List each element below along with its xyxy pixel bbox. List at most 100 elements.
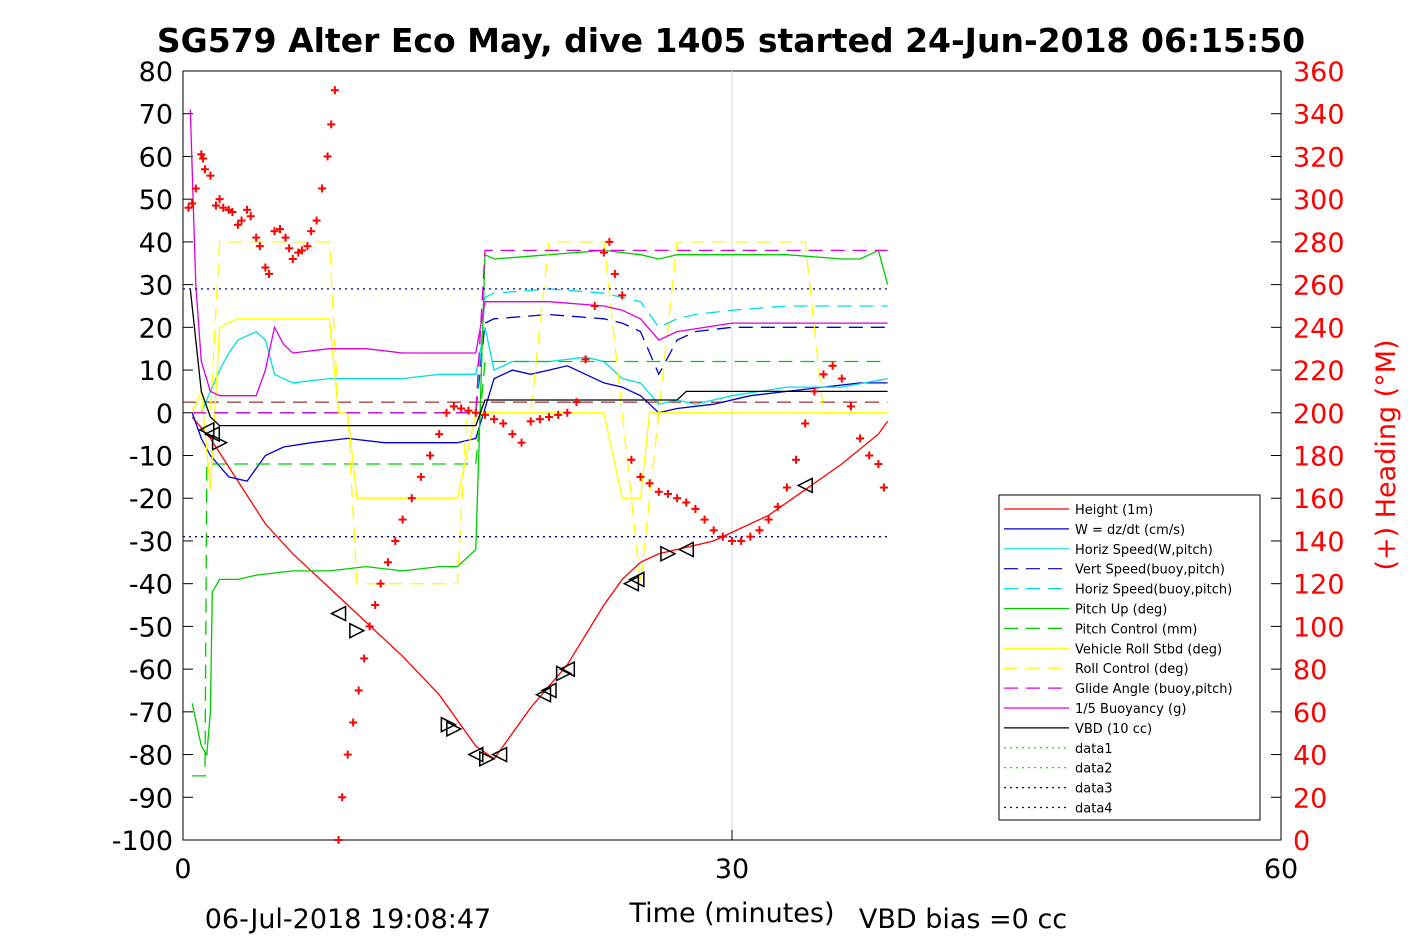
triangle-marker [555,665,573,682]
triangle-marker [628,571,645,588]
heading-point [191,184,200,193]
y-tick-label: -20 [129,484,173,515]
heading-point [709,526,718,535]
y-tick-label: 0 [156,399,173,430]
y-tick-label: -70 [129,698,173,729]
y-tick-label: 60 [139,142,173,173]
heading-point [535,415,544,424]
heading-point [199,154,208,163]
heading-point [526,417,535,426]
heading-point [426,451,435,460]
y-tick-label: 10 [139,356,173,387]
heading-point [270,227,279,236]
y2-tick-label: 100 [1293,612,1345,643]
triangle-marker [479,750,496,768]
y-tick-label: 20 [139,313,173,344]
y-tick-label: 80 [139,57,173,88]
heading-point [545,413,553,422]
heading-point [233,220,242,229]
triangle-marker [467,746,484,763]
y2-tick-label: 180 [1293,442,1345,473]
x-axis-label: Time (minutes) [628,898,834,929]
heading-point [197,150,206,159]
heading-point [728,536,736,545]
y-tick-label: -10 [129,442,173,473]
y-tick-label: -40 [129,570,173,601]
triangle-marker [558,660,576,678]
y2-tick-label: 160 [1293,484,1345,515]
heading-point [334,836,343,844]
triangle-marker [660,545,677,562]
heading-point [330,86,339,95]
heading-point [810,387,819,396]
y2-tick-label: 240 [1293,313,1345,344]
heading-point [383,558,392,567]
heading-point [673,494,682,503]
x-tick-label: 0 [174,854,191,885]
heading-point [471,408,480,417]
legend-label: W = dz/dt (cm/s) [1075,523,1185,538]
heading-point [605,237,614,246]
heading-point [837,374,846,383]
triangle-marker [677,541,694,558]
y-tick-label: -60 [129,655,173,686]
heading-point [682,498,691,507]
y2-tick-label: 120 [1293,570,1345,601]
legend-label: Vert Speed(buoy,pitch) [1075,563,1225,578]
series-line-horiz-speed-buoy-pitch [192,288,888,414]
legend-label: data3 [1075,782,1113,797]
heading-point [318,184,327,193]
heading-point [303,242,312,251]
heading-point [307,227,316,236]
heading-point [365,622,374,631]
heading-point [718,532,727,541]
heading-point [874,460,883,469]
heading-point [442,408,451,417]
heading-point [243,205,252,214]
triangle-marker [796,477,813,494]
series-line-vbd-10-cc [189,288,888,427]
legend-label: data1 [1075,742,1113,757]
timestamp-footer: 06-Jul-2018 19:08:47 [205,904,491,935]
series-line-glide-angle-buoy-pitch [192,249,888,414]
heading-point [206,171,215,180]
plot-area: 0 30 6080706050403020100-10-20-30-40-50-60… [112,57,1345,885]
heading-point [590,301,599,310]
heading-point [691,504,700,513]
series-line-horiz-speed-w-pitch [192,327,888,414]
heading-point [281,233,290,242]
series-line-w-dz-dt-cm-s [191,365,888,482]
heading-point [457,404,466,413]
series-line-height-1m [191,416,889,760]
y-tick-label: 40 [139,228,173,259]
heading-point [265,269,274,278]
legend-label: data2 [1075,762,1113,777]
y2-tick-label: 140 [1293,527,1345,558]
heading-point [782,483,791,492]
heading-point [376,579,385,588]
heading-point [856,434,865,443]
heading-point [618,291,627,300]
heading-point [323,152,332,161]
heading-point [237,216,246,225]
triangle-marker [540,682,557,699]
heading-point [184,203,193,212]
heading-point [480,410,489,419]
vbd-bias-footer: VBD bias =0 cc [859,904,1067,935]
y2-tick-label: 0 [1293,826,1310,857]
heading-point [338,793,347,802]
heading-point [490,415,499,424]
heading-point [228,207,237,216]
heading-point [391,536,400,545]
series-line-roll-control-deg [192,241,888,585]
x-tick-label: 30 [715,854,749,885]
heading-point [252,233,261,242]
heading-point [610,269,619,278]
heading-point [700,515,709,524]
heading-point [792,455,801,464]
heading-point [819,370,828,379]
heading-point [349,718,358,727]
heading-point [499,419,508,428]
heading-point [879,483,888,492]
heading-point [746,532,755,541]
